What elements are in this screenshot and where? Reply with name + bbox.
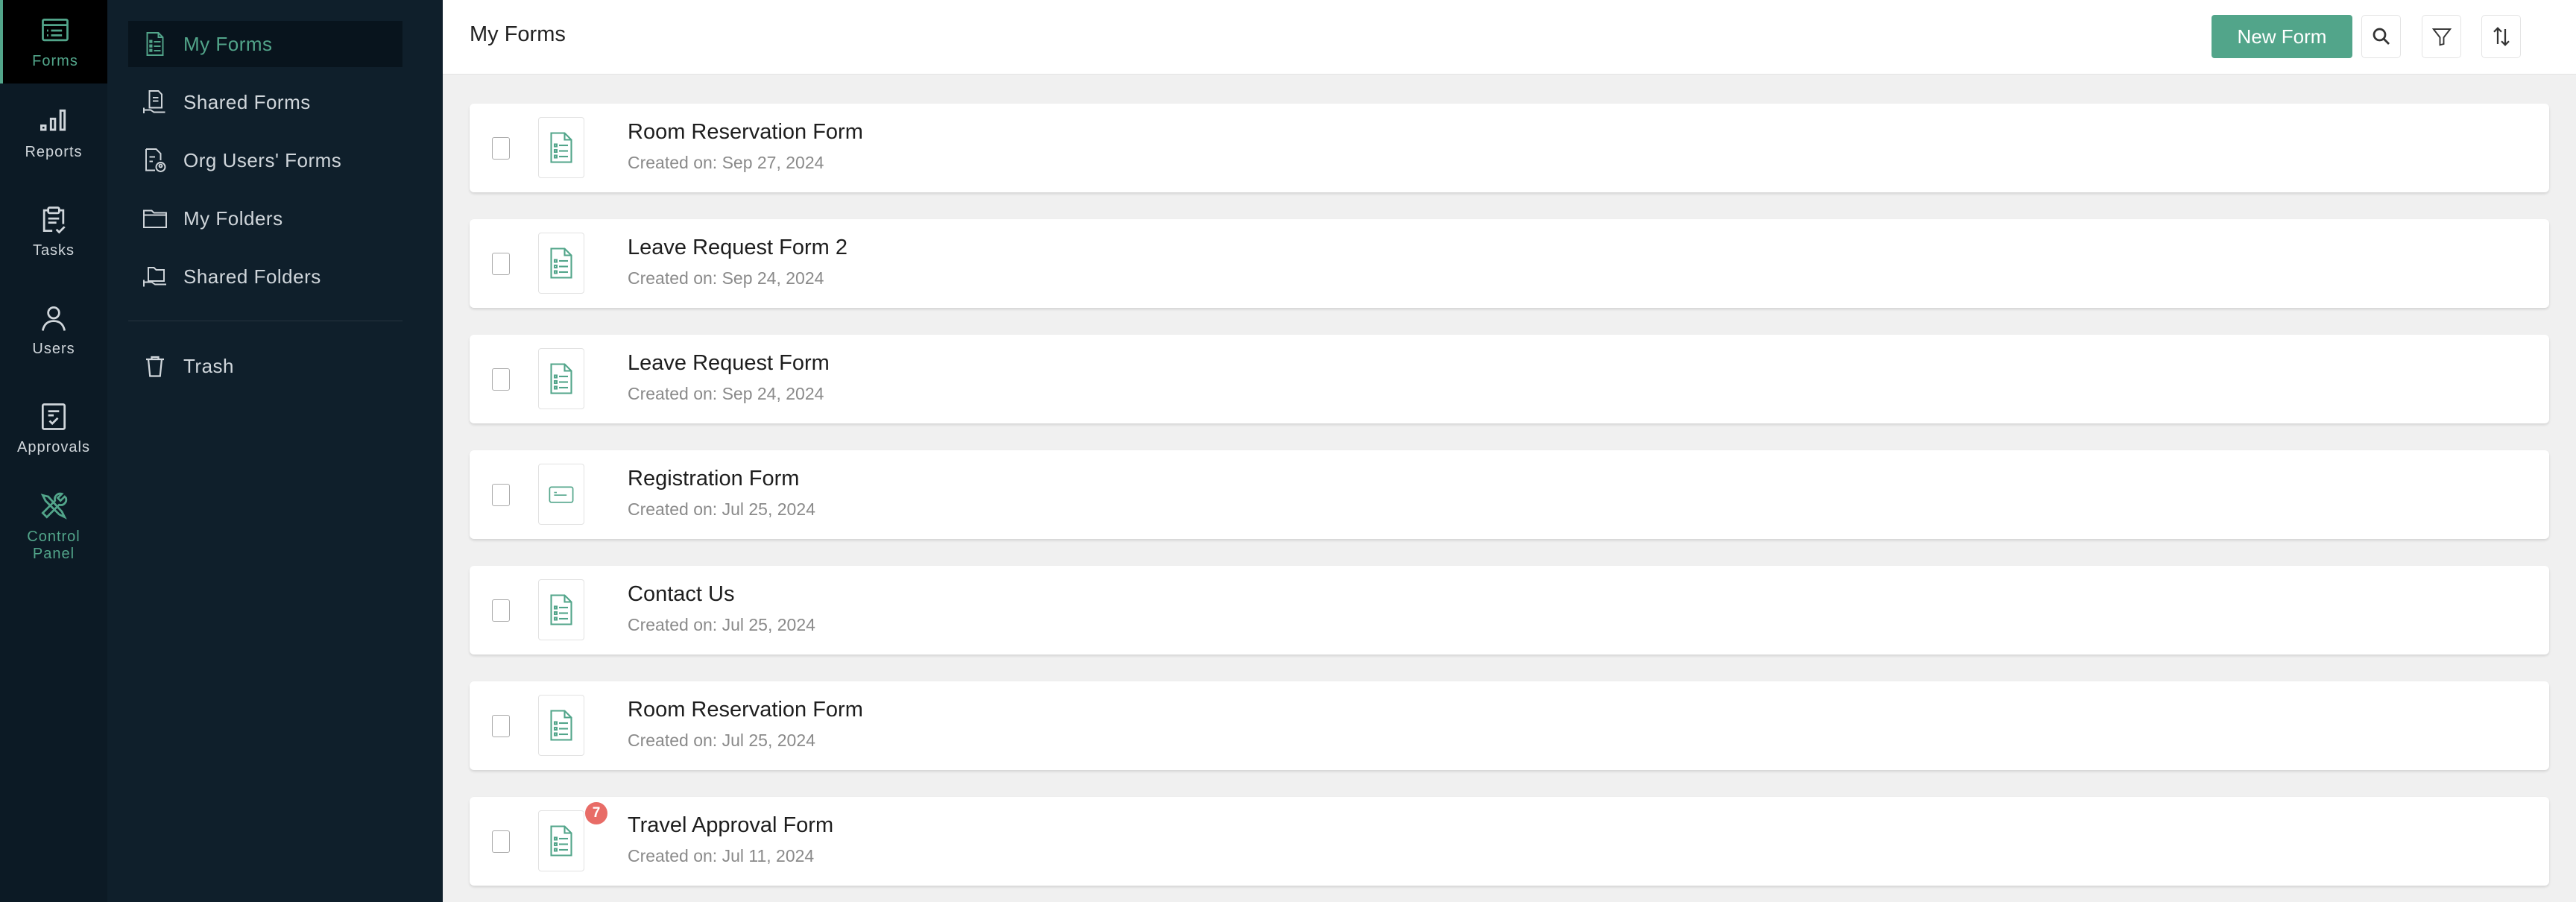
- sidebar-item-trash[interactable]: Trash: [128, 343, 402, 389]
- select-checkbox[interactable]: [492, 484, 510, 506]
- select-checkbox[interactable]: [492, 830, 510, 853]
- clipboard-check-icon: [42, 206, 66, 233]
- select-checkbox[interactable]: [492, 253, 510, 275]
- form-created-date: Created on: Jul 11, 2024: [628, 846, 815, 865]
- select-checkbox[interactable]: [492, 599, 510, 622]
- page-title: My Forms: [470, 22, 566, 46]
- form-created-date: Created on: Sep 24, 2024: [628, 268, 824, 288]
- form-name[interactable]: Room Reservation Form: [628, 698, 863, 722]
- sort-icon: [2493, 27, 2510, 46]
- rail-item-approvals[interactable]: Approvals: [0, 379, 107, 477]
- form-thumbnail: [538, 348, 584, 409]
- search-icon: [2373, 28, 2390, 45]
- user-icon: [41, 306, 66, 331]
- form-card[interactable]: Registration Form Created on: Jul 25, 202…: [470, 450, 2549, 539]
- form-card[interactable]: Leave Request Form Created on: Sep 24, 20…: [470, 335, 2549, 423]
- filter-button[interactable]: [2422, 15, 2461, 58]
- sort-button[interactable]: [2481, 15, 2521, 58]
- form-thumbnail: [538, 579, 584, 640]
- sidebar-label: Shared Forms: [183, 90, 311, 113]
- org-user-form-icon: [145, 148, 166, 172]
- rail-item-control-panel[interactable]: Control Panel: [0, 477, 107, 575]
- sidebar-label: Org Users' Forms: [183, 148, 342, 171]
- sidebar-item-my-forms[interactable]: My Forms: [128, 21, 402, 67]
- form-thumbnail: [538, 117, 584, 178]
- form-icon: [550, 825, 572, 857]
- trash-icon: [146, 356, 164, 377]
- form-name[interactable]: Leave Request Form 2: [628, 236, 847, 259]
- form-card[interactable]: Room Reservation Form Created on: Jul 25,…: [470, 681, 2549, 770]
- new-form-button[interactable]: New Form: [2212, 15, 2352, 58]
- form-thumbnail: [538, 695, 584, 756]
- rail-label: Tasks: [32, 242, 75, 259]
- rail-item-forms[interactable]: Forms: [0, 0, 107, 83]
- form-name[interactable]: Travel Approval Form: [628, 813, 834, 837]
- form-created-date: Created on: Jul 25, 2024: [628, 731, 815, 750]
- form-thumbnail: [538, 233, 584, 294]
- tools-icon: [40, 492, 68, 520]
- form-created-date: Created on: Sep 27, 2024: [628, 153, 824, 172]
- rail-label: Forms: [32, 52, 78, 69]
- rail-item-reports[interactable]: Reports: [0, 83, 107, 182]
- form-card[interactable]: 7 Travel Approval Form Created on: Jul 11,…: [470, 797, 2549, 886]
- sidebar-item-org-users-forms[interactable]: Org Users' Forms: [128, 137, 402, 183]
- form-icon: [550, 132, 572, 163]
- sidebar-label: Trash: [183, 354, 234, 377]
- form-name[interactable]: Registration Form: [628, 467, 800, 491]
- select-checkbox[interactable]: [492, 368, 510, 391]
- forms-sidebar: My Forms Shared Forms Org Users' Forms M…: [107, 0, 443, 902]
- form-doc-icon: [146, 32, 164, 56]
- form-name[interactable]: Room Reservation Form: [628, 120, 863, 144]
- sidebar-item-shared-folders[interactable]: Shared Folders: [128, 253, 402, 300]
- form-card[interactable]: Room Reservation Form Created on: Sep 27,…: [470, 104, 2549, 192]
- form-card[interactable]: Leave Request Form 2 Created on: Sep 24, …: [470, 219, 2549, 308]
- bar-chart-icon: [40, 109, 66, 130]
- form-card[interactable]: Contact Us Created on: Jul 25, 2024: [470, 566, 2549, 655]
- app-rail: Forms Reports Tasks Users Approvals Cont…: [0, 0, 107, 902]
- form-created-date: Created on: Jul 25, 2024: [628, 499, 815, 519]
- forms-icon: [42, 18, 69, 41]
- sidebar-label: My Folders: [183, 206, 283, 230]
- form-name[interactable]: Leave Request Form: [628, 351, 830, 375]
- rail-item-tasks[interactable]: Tasks: [0, 182, 107, 280]
- shared-folder-icon: [143, 267, 166, 287]
- form-icon: [550, 363, 572, 394]
- search-button[interactable]: [2361, 15, 2401, 58]
- rail-label: Control Panel: [27, 529, 80, 562]
- form-icon: [550, 594, 572, 625]
- sidebar-item-my-folders[interactable]: My Folders: [128, 195, 402, 242]
- form-icon: [550, 247, 572, 279]
- sidebar-label: My Forms: [183, 32, 273, 55]
- form-thumbnail: [538, 464, 584, 525]
- rail-item-users[interactable]: Users: [0, 280, 107, 379]
- form-icon: [550, 710, 572, 741]
- registration-card-icon: [549, 486, 574, 503]
- shared-form-icon: [143, 90, 165, 113]
- rail-label: Approvals: [17, 438, 90, 455]
- form-thumbnail: 7: [538, 802, 607, 871]
- form-created-date: Created on: Jul 25, 2024: [628, 615, 815, 634]
- approval-icon: [41, 403, 66, 430]
- form-created-date: Created on: Sep 24, 2024: [628, 384, 824, 403]
- select-checkbox[interactable]: [492, 137, 510, 160]
- notification-badge: 7: [585, 802, 607, 824]
- filter-icon: [2431, 28, 2452, 46]
- header: My Forms New Form: [443, 0, 2576, 75]
- sidebar-label: Shared Folders: [183, 265, 321, 288]
- sidebar-item-shared-forms[interactable]: Shared Forms: [128, 79, 402, 125]
- select-checkbox[interactable]: [492, 715, 510, 737]
- rail-label: Reports: [25, 143, 83, 160]
- rail-label: Users: [32, 340, 75, 357]
- folder-icon: [143, 209, 167, 228]
- form-name[interactable]: Contact Us: [628, 582, 735, 606]
